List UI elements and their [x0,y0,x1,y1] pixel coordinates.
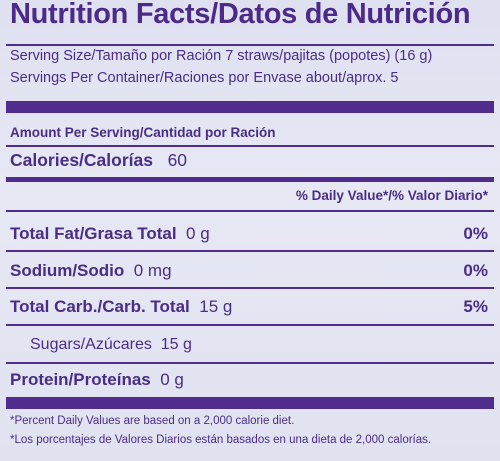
divider [6,145,494,147]
nutrient-amount: 15 g [199,297,233,316]
nutrient-name: Total Carb./Carb. Total [10,297,190,316]
nutrient-dv: 0% [463,224,488,243]
nutrient-dv: 0% [463,261,488,280]
calories-value: 60 [167,150,188,170]
nutrient-name: Total Fat/Grasa Total [10,224,177,243]
divider-thick [6,101,494,113]
nutrition-facts-panel: Nutrition Facts/Datos de Nutrición Servi… [6,0,494,461]
footnote-english: *Percent Daily Values are based on a 2,0… [10,415,295,427]
divider [6,362,494,364]
label-title: Nutrition Facts/Datos de Nutrición [10,0,471,30]
nutrient-amount: 0 g [160,370,184,389]
nutrient-name: Sugars/Azúcares [30,336,152,353]
servings-per-container: Servings Per Container/Raciones por Enva… [10,70,399,86]
nutrient-name: Sodium/Sodio [10,261,125,280]
footnote-spanish: *Los porcentajes de Valores Diarios está… [10,434,432,446]
divider [6,250,494,252]
serving-size: Serving Size/Tamaño por Ración 7 straws/… [10,48,433,64]
nutrient-dv: 5% [463,297,488,316]
nutrient-amount: 0 g [186,224,210,243]
amount-per-serving: Amount Per Serving/Cantidad por Ración [10,125,276,140]
divider-medium [6,177,494,182]
divider [6,287,494,289]
calories-label: Calories/Calorías [10,150,153,170]
nutrient-amount: 15 g [160,336,192,353]
nutrient-amount: 0 mg [133,261,172,280]
divider [6,44,494,46]
divider [6,324,494,326]
divider [6,210,494,212]
daily-value-header: % Daily Value*/% Valor Diario* [295,188,488,203]
nutrient-name: Protein/Proteínas [10,370,151,389]
divider-thick [6,397,494,409]
calories-row: Calories/Calorías 60 [10,150,187,171]
